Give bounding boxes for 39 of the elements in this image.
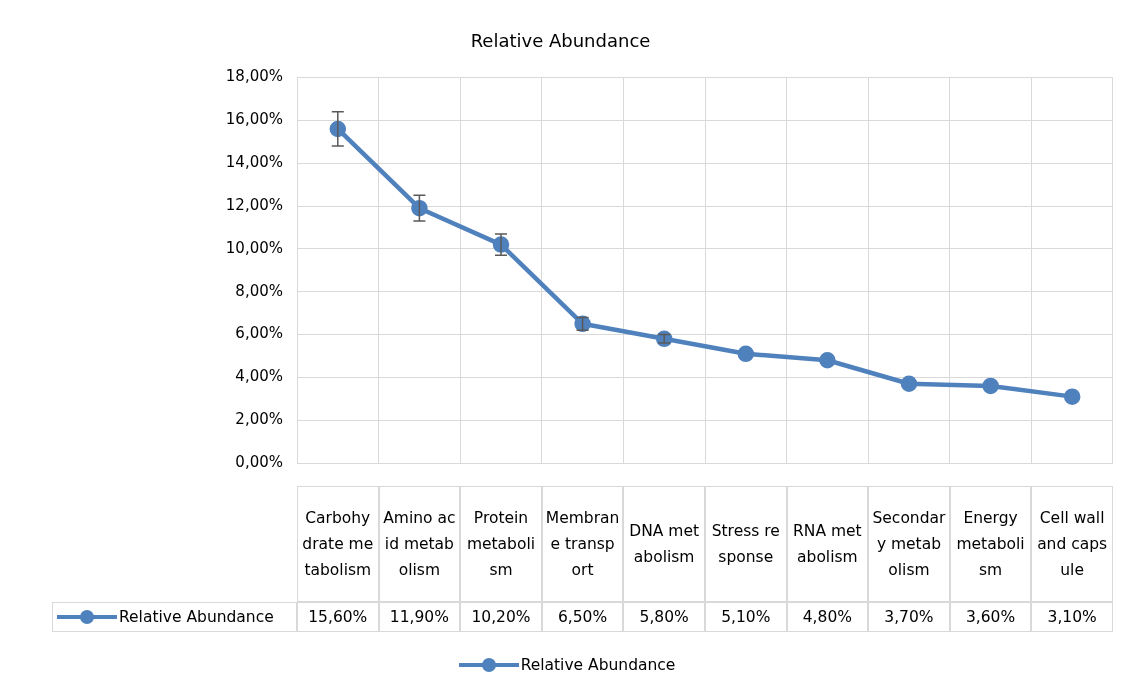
x-tick-label: Amino acid metabolism [378,486,461,602]
text: Relative Abundance [520,656,676,674]
data-label: 5,10% [704,602,787,632]
y-tick-label: 12,00% [225,195,283,214]
chart-title: Relative Abundance [470,30,651,52]
point [819,351,836,369]
y-tick-label: 18,00% [225,67,283,86]
data-label: 4,80% [786,602,869,632]
x-tick-label: Membrane transport [541,486,624,602]
x-tick-label: DNA metabolism [623,486,705,602]
data-label: 11,90% [378,602,461,632]
point [655,330,673,348]
x-tick-label: Energy metabolism [949,486,1032,602]
data-label: 15,60% [297,602,379,632]
point [900,375,918,393]
y-tick-label: 8,00% [235,281,283,300]
point [737,345,755,363]
x-tick-label: Protein metabolism [460,486,542,602]
x-tick-label: Stress response [704,486,787,602]
point [1063,388,1081,405]
y-tick-label: 14,00% [225,153,283,172]
data-label: 10,20% [460,602,542,632]
data-label: 3,60% [949,602,1032,632]
data-label: 3,10% [1031,602,1113,632]
y-tick-label: 0,00% [235,452,283,471]
x-tick-label: Carbohydrate metabolism [297,486,379,602]
x-tick-label: Cell wall and capsule [1031,486,1113,602]
data-label: 3,70% [868,602,950,632]
y-tick-label: 10,00% [225,238,283,257]
data-label: 6,50% [541,602,624,632]
y-tick-label: 4,00% [235,367,283,386]
point [982,377,999,395]
legend-label: Relative Abundance [119,607,274,628]
x-tick-label: Secondary metabolism [868,486,950,602]
data-label: 5,80% [623,602,705,632]
x-tick-label: RNA metabolism [786,486,869,602]
y-tick-label: 16,00% [225,110,283,129]
y-tick-label: 6,00% [235,324,283,343]
y-tick-label: 2,00% [235,410,283,429]
